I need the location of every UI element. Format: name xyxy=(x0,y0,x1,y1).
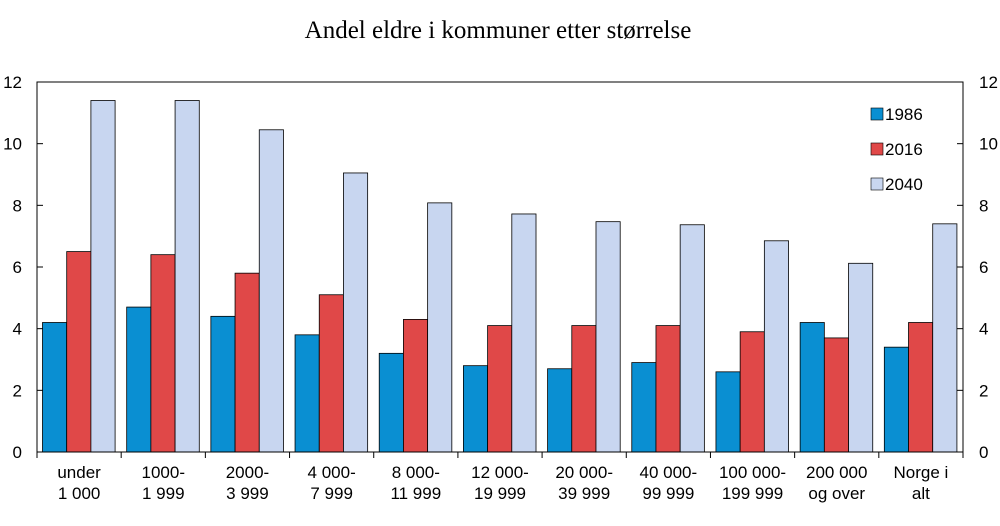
bar-2016-5 xyxy=(487,325,513,453)
bar-2040-10 xyxy=(932,223,958,453)
bar-2016-4 xyxy=(403,319,429,453)
x-category-label: 12 000-19 999 xyxy=(471,463,529,503)
bar-1986-4 xyxy=(378,352,404,453)
x-category-label: 40 000-99 999 xyxy=(640,463,698,503)
bar-1986-6 xyxy=(547,368,573,453)
x-category-label: 4 000-7 999 xyxy=(308,463,356,503)
x-category-label: 100 000-199 999 xyxy=(719,463,786,503)
legend-swatch-2040 xyxy=(870,177,884,191)
y-tick-label-right: 12 xyxy=(979,73,998,92)
y-tick-label-right: 10 xyxy=(979,135,998,154)
y-tick-label-right: 0 xyxy=(979,443,988,462)
x-category-label: Norge i alt xyxy=(894,463,949,503)
bar-2016-7 xyxy=(655,325,681,453)
bar-2040-4 xyxy=(427,202,453,453)
bar-1986-0 xyxy=(42,322,68,453)
chart-title: Andel eldre i kommuner etter størrelse xyxy=(305,17,692,44)
bar-1986-2 xyxy=(210,315,236,453)
bar-2016-10 xyxy=(908,322,934,453)
y-tick-label-right: 8 xyxy=(979,196,988,215)
y-tick-label-right: 2 xyxy=(979,381,988,400)
y-tick-label-left: 4 xyxy=(13,320,22,339)
bar-2040-2 xyxy=(258,129,284,453)
x-category-label: under 1 000 xyxy=(57,463,101,503)
bar-2016-8 xyxy=(739,331,765,453)
bar-2040-8 xyxy=(763,240,789,453)
y-tick-label-left: 12 xyxy=(3,73,22,92)
bar-2040-9 xyxy=(848,262,874,453)
x-category-label: 1000-1 999 xyxy=(142,463,185,503)
legend-swatch-1986 xyxy=(870,107,884,121)
bar-2016-2 xyxy=(234,272,260,453)
y-tick-label-left: 6 xyxy=(13,258,22,277)
y-tick-label-right: 6 xyxy=(979,258,988,277)
y-tick-label-right: 4 xyxy=(979,320,988,339)
bar-2040-3 xyxy=(343,172,369,453)
bar-1986-3 xyxy=(294,334,320,453)
x-category-label: 8 000-11 999 xyxy=(390,463,441,503)
bar-1986-9 xyxy=(799,322,825,453)
bar-1986-1 xyxy=(126,306,152,453)
bar-2016-0 xyxy=(66,251,92,453)
bar-2016-1 xyxy=(150,254,176,453)
legend: 1986 2016 2040 xyxy=(870,105,923,194)
bar-2016-9 xyxy=(823,337,849,453)
bar-1986-5 xyxy=(463,365,489,453)
y-tick-label-left: 10 xyxy=(3,135,22,154)
bar-2040-6 xyxy=(595,221,621,453)
bar-2040-5 xyxy=(511,213,537,453)
legend-label-1986: 1986 xyxy=(885,105,923,124)
x-category-label: 20 000-39 999 xyxy=(555,463,613,503)
bar-1986-10 xyxy=(883,346,909,453)
bar-2016-3 xyxy=(318,294,344,453)
legend-label-2016: 2016 xyxy=(885,140,923,159)
y-tick-label-left: 0 xyxy=(13,443,22,462)
legend-swatch-2016 xyxy=(870,142,884,156)
bar-2040-1 xyxy=(174,100,200,453)
bar-1986-8 xyxy=(715,371,741,453)
x-category-label: 2000-3 999 xyxy=(226,463,269,503)
y-tick-label-left: 2 xyxy=(13,381,22,400)
bar-2040-7 xyxy=(679,224,705,453)
y-tick-label-left: 8 xyxy=(13,196,22,215)
legend-label-2040: 2040 xyxy=(885,175,923,194)
bar-1986-7 xyxy=(631,362,657,453)
bar-2040-0 xyxy=(90,100,116,453)
bar-2016-6 xyxy=(571,325,597,453)
x-category-label: 200 000 og over xyxy=(806,463,867,503)
